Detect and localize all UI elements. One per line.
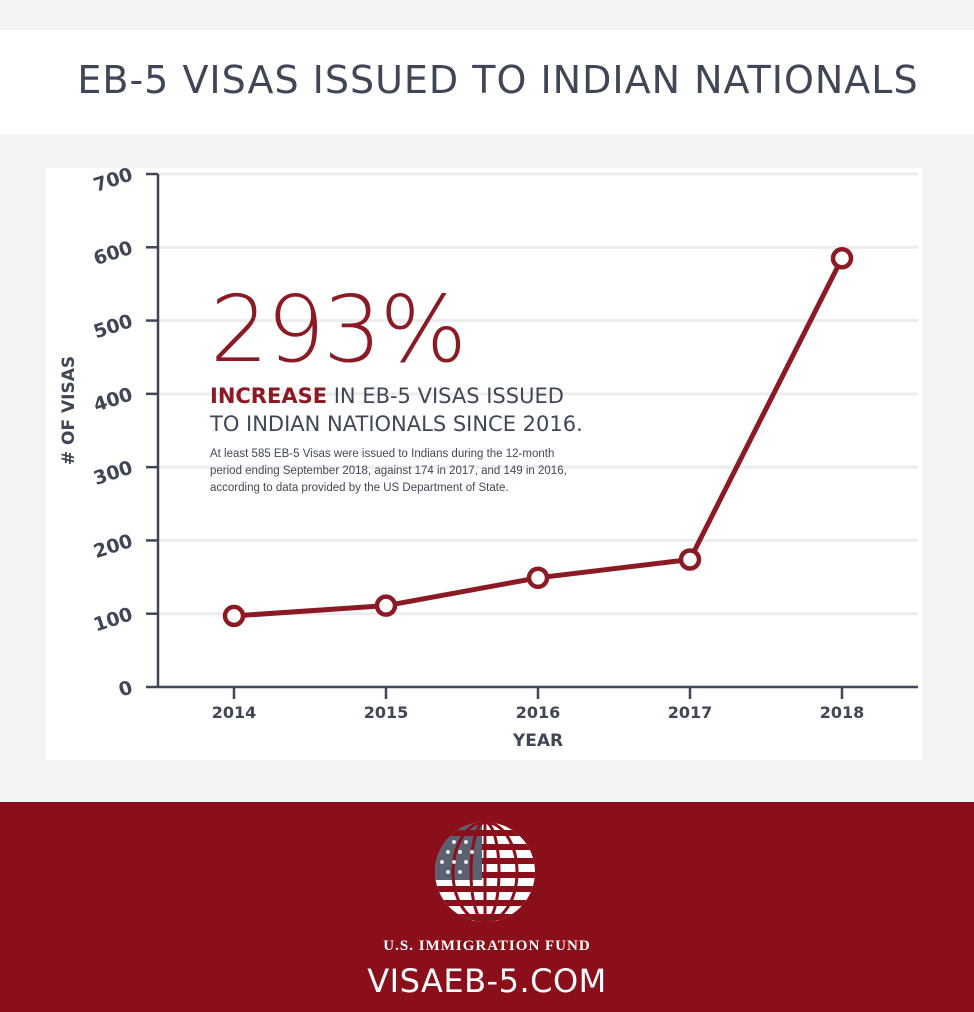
globe-logo-icon [435, 822, 535, 922]
chart-card: 0 100 200 300 400 500 600 700 2014 2015 2016 2017 20… [46, 168, 922, 760]
y-tick-label: 200 [91, 530, 136, 563]
callout-line1: IN EB-5 VISAS ISSUED [327, 384, 564, 408]
callout-note-line1: At least 585 EB-5 Visas were issued to I… [210, 448, 555, 460]
callout-note: At least 585 EB-5 Visas were issued to I… [210, 446, 630, 497]
callout-headline: INCREASE IN EB-5 VISAS ISSUED TO INDIAN … [210, 382, 640, 438]
y-tick-label: 400 [91, 383, 136, 416]
x-axis-title: YEAR [512, 731, 563, 751]
x-tick-label: 2015 [364, 703, 409, 722]
callout-accent: INCREASE [210, 384, 328, 408]
percent-increase: 293% [210, 276, 467, 383]
data-point [678, 548, 702, 571]
title-band [0, 30, 974, 134]
x-tick-label: 2018 [820, 703, 865, 722]
footer: U.S. IMMIGRATION FUND VISAEB-5.COM [0, 802, 974, 1012]
y-tick-label: 0 [116, 677, 135, 702]
line-chart: 0 100 200 300 400 500 600 700 2014 2015 2016 2017 20… [59, 168, 918, 751]
y-axis-title: # OF VISAS [59, 356, 79, 465]
y-tick-label: 100 [91, 603, 136, 636]
callout: 293% INCREASE IN EB-5 VISAS ISSUED TO IN… [210, 282, 640, 497]
callout-line2: TO INDIAN NATIONALS SINCE 2016. [210, 412, 583, 436]
y-tick-label: 300 [91, 457, 136, 490]
data-point [526, 566, 550, 590]
data-point [374, 594, 398, 617]
website-link[interactable]: VISAEB-5.COM [367, 962, 607, 1000]
x-tick-label: 2014 [212, 703, 257, 722]
x-tick-label: 2017 [668, 703, 713, 722]
data-point [830, 247, 854, 270]
callout-note-line3: according to data provided by the US Dep… [210, 482, 509, 494]
y-tick-label: 700 [91, 168, 136, 197]
data-point [222, 604, 246, 628]
callout-note-line2: period ending September 2018, against 17… [210, 465, 567, 477]
y-tick-label: 600 [91, 237, 136, 270]
brand-name: U.S. IMMIGRATION FUND [383, 938, 591, 954]
y-tick-label: 500 [91, 310, 136, 343]
page-title: EB-5 VISAS ISSUED TO INDIAN NATIONALS [77, 58, 919, 102]
x-tick-label: 2016 [516, 703, 561, 722]
